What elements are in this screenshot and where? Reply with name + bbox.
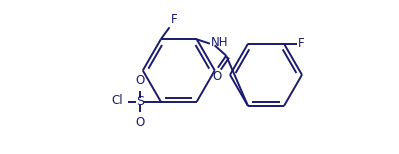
Text: O: O	[212, 70, 221, 83]
Text: F: F	[298, 37, 305, 50]
Text: O: O	[136, 116, 145, 129]
Text: F: F	[171, 13, 177, 26]
Text: S: S	[136, 95, 144, 108]
Text: Cl: Cl	[112, 94, 123, 107]
Text: NH: NH	[211, 36, 228, 49]
Text: O: O	[136, 74, 145, 87]
